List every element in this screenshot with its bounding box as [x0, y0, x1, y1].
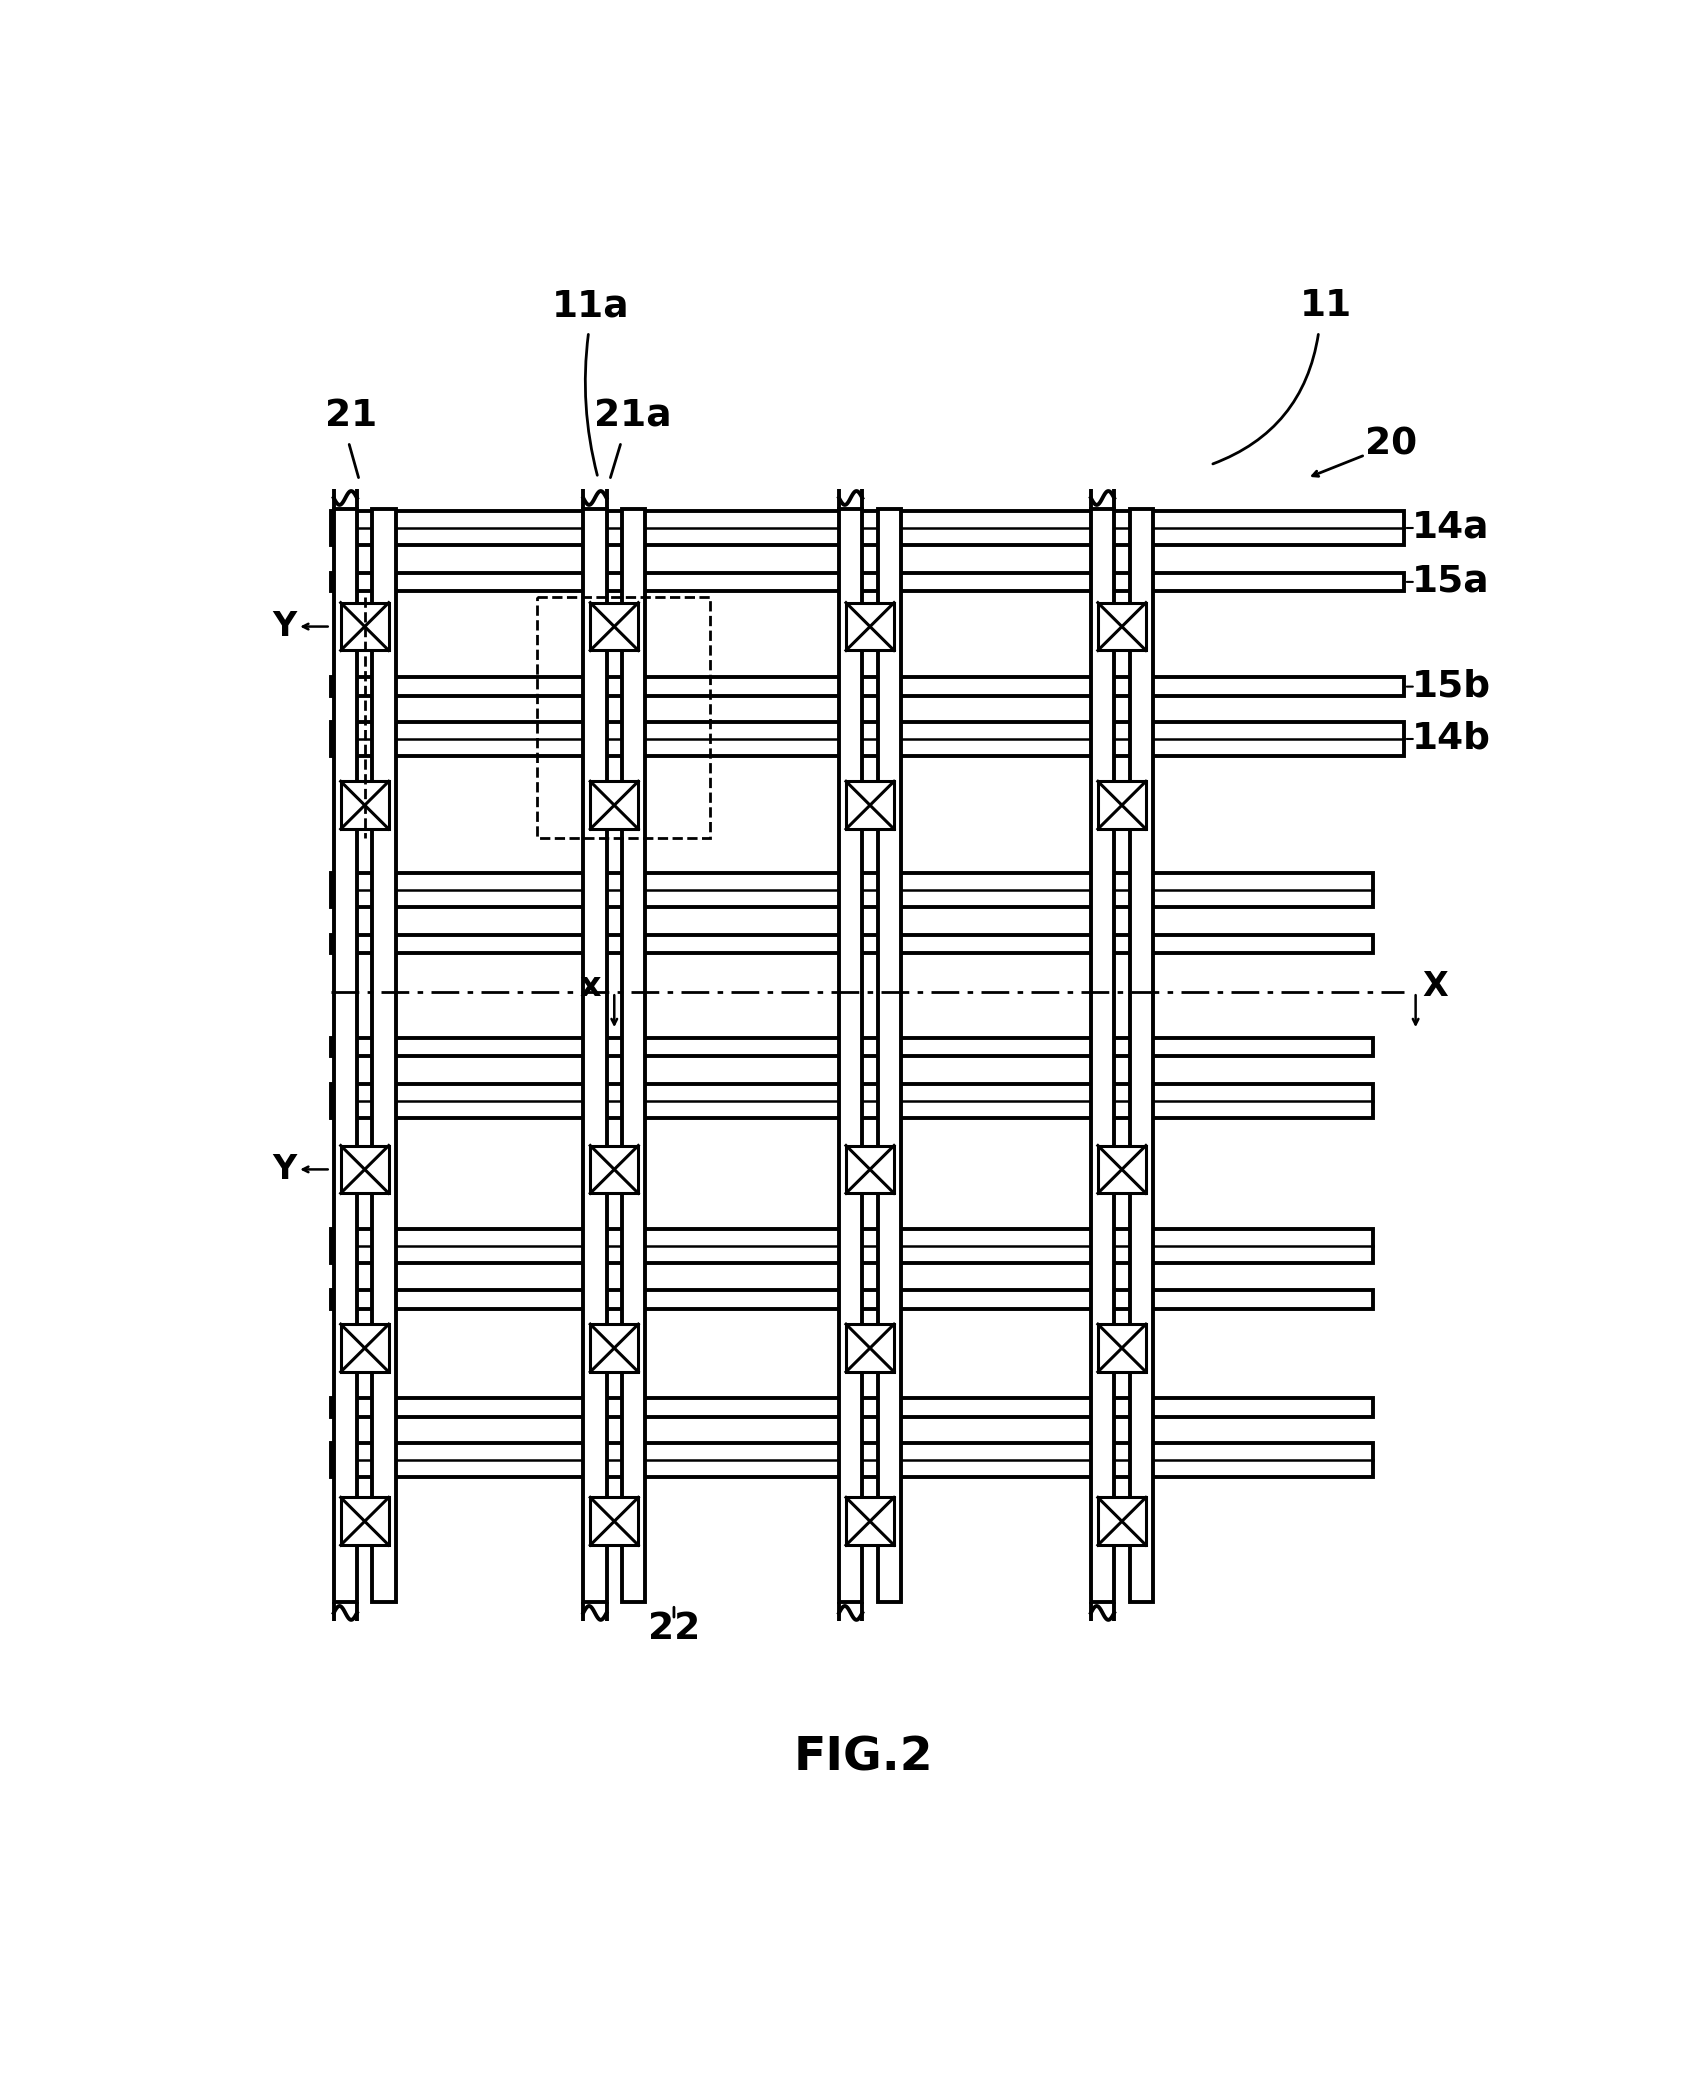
Text: X: X: [1421, 970, 1448, 1003]
Text: 11a: 11a: [551, 288, 630, 324]
Bar: [621, 508, 645, 1603]
Bar: [583, 508, 606, 1603]
Bar: [877, 508, 901, 1603]
Bar: [330, 874, 1372, 907]
Text: Y: Y: [273, 610, 296, 644]
Bar: [845, 1325, 894, 1371]
Bar: [591, 1496, 638, 1545]
Text: x: x: [579, 970, 601, 1003]
Bar: [330, 1442, 1372, 1478]
Bar: [340, 782, 389, 830]
Bar: [330, 573, 1404, 591]
Bar: [1098, 1496, 1145, 1545]
Bar: [330, 1290, 1372, 1308]
Text: 22: 22: [648, 1611, 701, 1647]
Bar: [340, 1496, 389, 1545]
Bar: [839, 508, 862, 1603]
Bar: [1098, 1325, 1145, 1371]
Bar: [591, 1325, 638, 1371]
Text: 21a: 21a: [594, 399, 672, 435]
Bar: [330, 934, 1372, 953]
Bar: [330, 1398, 1372, 1417]
Text: 14b: 14b: [1411, 721, 1490, 757]
Bar: [330, 721, 1404, 757]
Bar: [1098, 782, 1145, 830]
Bar: [845, 782, 894, 830]
Bar: [330, 1039, 1372, 1055]
Bar: [1098, 602, 1145, 650]
Bar: [591, 782, 638, 830]
Bar: [1130, 508, 1154, 1603]
Bar: [333, 508, 357, 1603]
Bar: [591, 602, 638, 650]
Bar: [591, 1145, 638, 1193]
Text: 11: 11: [1300, 288, 1352, 324]
Bar: [845, 602, 894, 650]
Text: 14a: 14a: [1411, 510, 1489, 545]
Bar: [330, 1229, 1372, 1262]
Bar: [330, 677, 1404, 696]
Bar: [1091, 508, 1115, 1603]
Bar: [537, 598, 711, 838]
Bar: [340, 1325, 389, 1371]
Text: Y: Y: [273, 1154, 296, 1185]
Text: 15a: 15a: [1411, 564, 1489, 600]
Text: FIG.2: FIG.2: [793, 1737, 933, 1781]
Bar: [1098, 1145, 1145, 1193]
Text: 21: 21: [325, 399, 377, 435]
Bar: [340, 602, 389, 650]
Bar: [330, 1085, 1372, 1118]
Bar: [845, 1496, 894, 1545]
Text: 15b: 15b: [1411, 669, 1490, 704]
Bar: [330, 512, 1404, 545]
Bar: [372, 508, 396, 1603]
Text: 20: 20: [1366, 426, 1418, 462]
Bar: [340, 1145, 389, 1193]
Bar: [845, 1145, 894, 1193]
